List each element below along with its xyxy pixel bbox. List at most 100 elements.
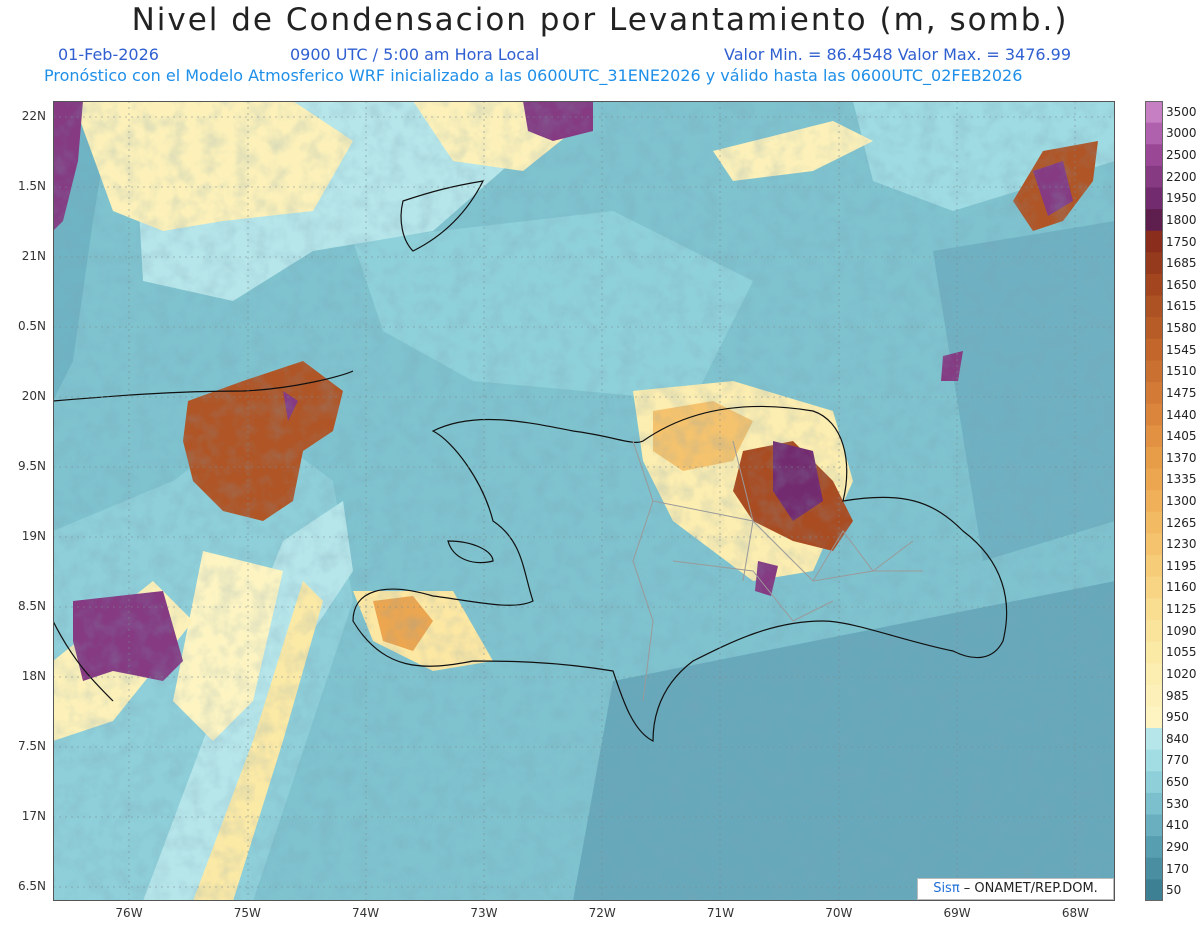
colorbar-label: 1685 xyxy=(1166,256,1197,271)
credit-brand: Sisπ xyxy=(933,881,960,896)
colorbar-label: 50 xyxy=(1166,883,1182,898)
colorbar-label: 1800 xyxy=(1166,212,1197,227)
colorbar-swatch xyxy=(1145,641,1163,664)
latitude-label: 7.5N xyxy=(17,739,46,753)
colorbar-swatch xyxy=(1145,144,1163,167)
colorbar-swatch xyxy=(1145,273,1163,297)
colorbar-label: 1300 xyxy=(1166,494,1197,508)
lcl-map xyxy=(53,101,1115,901)
colorbar-label: 1335 xyxy=(1166,472,1197,487)
colorbar-swatch xyxy=(1145,101,1163,124)
colorbar-swatch xyxy=(1145,382,1163,405)
colorbar-swatch xyxy=(1145,165,1163,188)
colorbar-swatch xyxy=(1145,468,1163,491)
colorbar-label: 1475 xyxy=(1166,385,1197,400)
hispaniola-coast xyxy=(352,405,1008,742)
colorbar-swatch xyxy=(1145,338,1163,361)
map-frame xyxy=(53,101,1115,901)
colorbar-label: 1020 xyxy=(1166,666,1197,681)
colorbar-swatch xyxy=(1145,598,1163,621)
colorbar-swatch xyxy=(1145,511,1163,534)
colorbar-label: 650 xyxy=(1166,775,1189,790)
colorbar-label: 410 xyxy=(1166,818,1189,833)
longitude-label: 72W xyxy=(588,906,616,920)
min-max-values: Valor Min. = 86.4548 Valor Max. = 3476.9… xyxy=(724,45,1072,64)
colorbar-swatch xyxy=(1145,684,1163,707)
forecast-date: 01-Feb-2026 xyxy=(58,45,159,64)
colorbar-swatch xyxy=(1145,728,1163,751)
colorbar-swatch xyxy=(1145,771,1163,794)
colorbar-swatch xyxy=(1145,706,1163,729)
bahamas-coast xyxy=(400,180,485,252)
colorbar-label: 170 xyxy=(1166,861,1189,876)
colorbar-label: 3000 xyxy=(1166,126,1197,141)
colorbar-label: 1405 xyxy=(1166,429,1197,444)
latitude-label: 1.5N xyxy=(17,179,46,193)
colorbar-label: 1545 xyxy=(1166,342,1197,357)
colorbar-label: 290 xyxy=(1166,839,1189,854)
colorbar-label: 1125 xyxy=(1166,602,1197,617)
colorbar-label: 2200 xyxy=(1166,169,1197,184)
longitude-label: 71W xyxy=(706,906,735,920)
latitude-label: 9.5N xyxy=(17,459,46,473)
colorbar-label: 3500 xyxy=(1166,104,1197,119)
colorbar-swatch xyxy=(1145,252,1163,275)
colorbar-swatch xyxy=(1145,533,1163,556)
colorbar-swatch xyxy=(1145,576,1163,599)
jamaica-coast xyxy=(53,620,114,702)
longitude-label: 69W xyxy=(943,906,971,920)
colorbar-swatch xyxy=(1145,446,1163,470)
colorbar-swatch xyxy=(1145,857,1163,880)
colorbar-label: 1440 xyxy=(1166,407,1197,422)
gonave-coast xyxy=(447,540,494,564)
colorbar-label: 530 xyxy=(1166,796,1189,811)
colorbar-swatch xyxy=(1145,749,1163,772)
colorbar-swatch xyxy=(1145,360,1163,383)
colorbar-label: 1650 xyxy=(1166,277,1197,292)
colorbar-label: 1580 xyxy=(1166,321,1197,336)
colorbar-label: 1510 xyxy=(1166,364,1197,379)
colorbar-label: 1615 xyxy=(1166,299,1197,314)
colorbar-swatch xyxy=(1145,317,1163,340)
colorbar-label: 1195 xyxy=(1166,558,1197,573)
latitude-label: 17N xyxy=(21,809,46,823)
colorbar-label: 1090 xyxy=(1166,623,1197,638)
latitude-label: 21N xyxy=(21,249,46,263)
colorbar-swatch xyxy=(1145,619,1163,643)
province-borders xyxy=(632,440,923,702)
colorbar-swatch xyxy=(1145,792,1163,816)
colorbar-swatch xyxy=(1145,814,1163,837)
colorbar-frame xyxy=(1145,101,1163,901)
colorbar-label: 985 xyxy=(1166,688,1189,703)
colorbar-label: 1750 xyxy=(1166,234,1197,249)
colorbar-swatch xyxy=(1145,403,1163,426)
colorbar-label: 1950 xyxy=(1166,191,1197,206)
colorbar-label: 1230 xyxy=(1166,537,1197,552)
colorbar-label: 1370 xyxy=(1166,450,1197,465)
colorbar-swatch xyxy=(1145,490,1163,513)
longitude-label: 74W xyxy=(352,906,380,920)
longitude-label: 76W xyxy=(115,906,143,920)
latitude-label: 18N xyxy=(21,669,46,683)
credit-text: – ONAMET/REP.DOM. xyxy=(959,881,1098,896)
latitude-label: 20N xyxy=(21,389,46,403)
colorbar-label: 1265 xyxy=(1166,515,1197,530)
longitude-label: 73W xyxy=(470,906,498,920)
latitude-label: 8.5N xyxy=(17,599,46,613)
graticule xyxy=(53,101,1115,901)
map-title: Nivel de Condensacion por Levantamiento … xyxy=(131,2,1069,38)
colorbar-swatch xyxy=(1145,555,1163,578)
latitude-label: 22N xyxy=(21,109,46,123)
model-info: Pronóstico con el Modelo Atmosferico WRF… xyxy=(44,66,1023,85)
longitude-label: 75W xyxy=(233,906,261,920)
latitude-label: 6.5N xyxy=(17,879,46,893)
longitude-label: 68W xyxy=(1061,906,1089,920)
colorbar-swatch xyxy=(1145,879,1163,901)
colorbar xyxy=(1145,101,1163,901)
colorbar-swatch xyxy=(1145,295,1163,318)
latitude-label: 0.5N xyxy=(17,319,46,333)
colorbar-swatch xyxy=(1145,425,1163,448)
field-texture xyxy=(53,101,1115,901)
colorbar-swatch xyxy=(1145,663,1163,686)
colorbar-swatch xyxy=(1145,230,1163,253)
